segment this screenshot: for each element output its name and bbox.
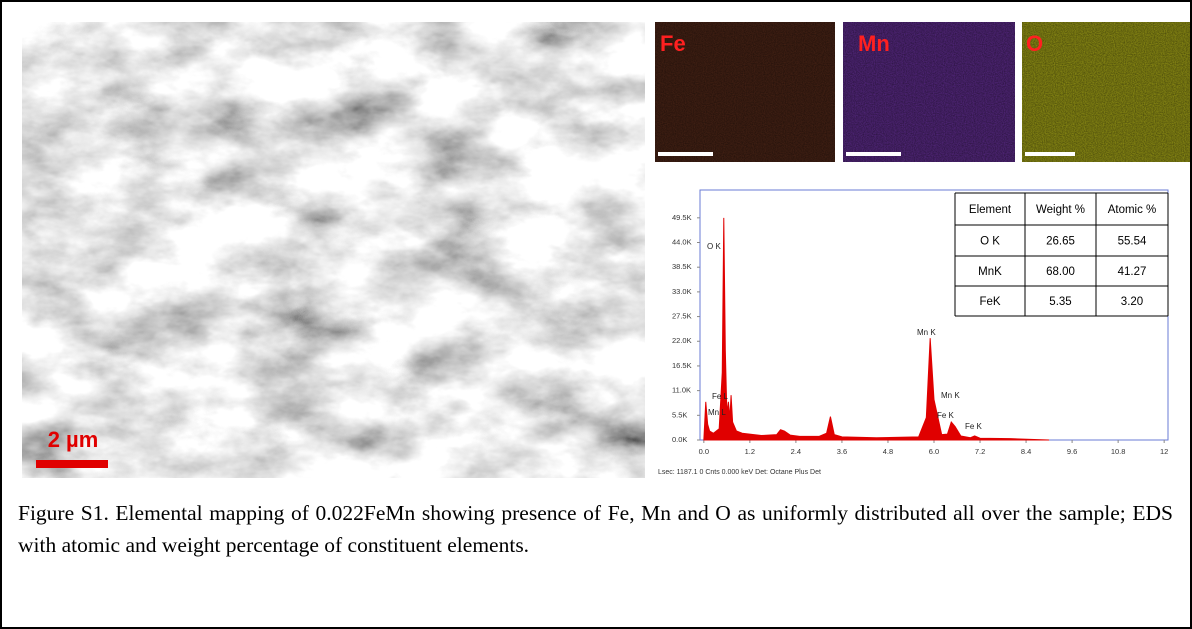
y-tick-label: 38.5K: [672, 262, 692, 271]
peak-label: Mn L: [708, 408, 726, 417]
x-tick-label: 6.0: [929, 447, 939, 456]
table: Element Weight % Atomic % O K 26.65 55.54 MnK 6…: [954, 192, 1169, 317]
table-header: Element: [969, 204, 1012, 216]
scale-bar-label: 2 µm: [48, 427, 99, 452]
scale-bar: [36, 460, 108, 468]
map-scale-bar: [1025, 152, 1075, 156]
table-cell: 3.20: [1121, 296, 1143, 308]
peak-label: Fe L: [712, 392, 729, 401]
y-tick-label: 5.5K: [672, 410, 687, 419]
eds-footer: Lsec: 1187.1 0 Cnts 0.000 keV Det: Octan…: [658, 469, 821, 476]
map-label: O: [1026, 31, 1043, 56]
table-bg: [955, 193, 1168, 316]
map-label: Fe: [660, 31, 686, 56]
y-tick-label: 44.0K: [672, 237, 692, 246]
map-scale-bar: [658, 152, 713, 156]
spectrum: [703, 217, 1050, 441]
table-cell: MnK: [978, 266, 1002, 278]
y-tick-label: 11.0K: [672, 386, 691, 395]
y-tick-label: 0.0K: [672, 435, 687, 444]
peak-label: Fe K: [937, 411, 955, 420]
x-tick-label: 9.6: [1067, 447, 1077, 456]
x-tick-label: 0.0: [699, 447, 709, 456]
map-scale-bar: [846, 152, 901, 156]
table-cell: 68.00: [1046, 266, 1075, 278]
table-header: Atomic %: [1108, 204, 1157, 216]
table-cell: 41.27: [1118, 266, 1147, 278]
table-cell: O K: [980, 236, 1000, 248]
x-tick-label: 7.2: [975, 447, 985, 456]
y-tick-label: 16.5K: [672, 361, 692, 370]
y-tick-label: 22.0K: [672, 336, 692, 345]
peak-label: Mn K: [941, 391, 960, 400]
table-header: Weight %: [1036, 204, 1085, 216]
peak-label: O K: [707, 242, 721, 251]
table-cell: 55.54: [1118, 236, 1147, 248]
y-tick-label: 33.0K: [672, 287, 692, 296]
map-grain: [1022, 22, 1190, 162]
x-tick-label: 2.4: [791, 447, 801, 456]
caption: Figure S1. Elemental mapping of 0.022FeM…: [18, 501, 1173, 557]
x-tick-label: 1.2: [745, 447, 755, 456]
sem-texture: [22, 22, 645, 478]
x-tick-label: 10.8: [1111, 447, 1126, 456]
table-cell: FeK: [979, 296, 1000, 308]
table-cell: 5.35: [1049, 296, 1071, 308]
y-tick-label: 49.5K: [672, 213, 692, 222]
y-tick-label: 27.5K: [672, 312, 692, 321]
x-tick-label: 3.6: [837, 447, 847, 456]
table-cell: 26.65: [1046, 236, 1075, 248]
x-tick-label: 12: [1160, 447, 1168, 456]
map-grain: [843, 22, 1015, 162]
x-tick-label: 8.4: [1021, 447, 1031, 456]
peak-label: Fe K: [965, 422, 983, 431]
peak-label: Mn K: [917, 328, 936, 337]
eds-chart: 0.0K 5.5K 11.0K 16.5K 22.0K 27.5K 33.0K 38.5K 44…: [672, 213, 1168, 456]
x-tick-label: 4.8: [883, 447, 893, 456]
map-grain: [655, 22, 835, 162]
map-label: Mn: [858, 31, 890, 56]
